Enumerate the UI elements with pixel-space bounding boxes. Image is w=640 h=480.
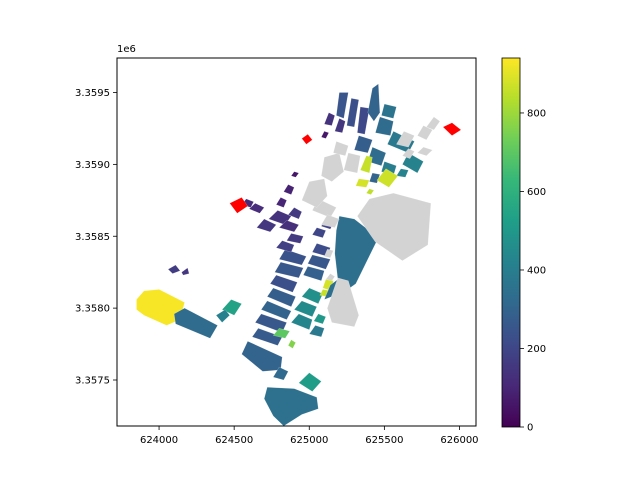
region-gray-8: [343, 152, 361, 174]
region-mid-blue-1: [274, 261, 304, 279]
region-gray-1: [356, 192, 432, 261]
colorbar: [502, 58, 520, 427]
region-south-small: [272, 366, 289, 381]
region-mid-purple-6: [248, 202, 265, 214]
region-gray-9: [332, 141, 349, 157]
region-red-2: [301, 133, 313, 145]
region-central-teal-4: [308, 325, 325, 338]
region-mid-blue-2: [278, 248, 307, 266]
colorbar-tick-label: 400: [527, 265, 546, 276]
region-mid-purple-9: [275, 197, 288, 208]
x-tick-label: 624000: [140, 435, 178, 446]
region-mid-purple-4: [268, 210, 292, 226]
region-north-15: [369, 172, 381, 184]
x-tick-label: 625000: [290, 435, 328, 446]
region-dark-small-1: [290, 171, 300, 178]
region-central-sw-3: [260, 300, 292, 320]
region-north-11: [320, 130, 330, 139]
region-south-block-1: [241, 340, 283, 372]
region-north-4: [367, 83, 381, 122]
region-central-green-2: [287, 339, 297, 349]
map-layer: [136, 83, 462, 426]
region-north-yellow-green-4: [365, 188, 375, 195]
y-tick-label: 3.3575: [75, 376, 110, 387]
axes-frame: [116, 57, 477, 427]
region-gray-6: [301, 178, 328, 208]
region-central-sw-5: [269, 274, 298, 293]
region-south-block-2: [263, 386, 319, 426]
y-tick-label: 3.3585: [75, 232, 110, 243]
region-gray-2: [327, 277, 360, 328]
region-gray-11: [417, 125, 433, 141]
x-axis: 624000 624500 625000 625500 626000: [140, 426, 479, 446]
region-gray-7: [321, 152, 345, 182]
colorbar-tick-label: 800: [527, 108, 546, 119]
region-gray-14: [320, 214, 340, 228]
x-tick-label: 624500: [215, 435, 253, 446]
region-central-teal-3: [301, 287, 324, 305]
region-west-small-1: [167, 264, 181, 274]
region-mid-purple-8: [287, 207, 303, 220]
region-mid-blue-3: [302, 266, 325, 282]
y-axis: 3.3575 3.3580 3.3585 3.3590 3.3595: [75, 88, 117, 387]
y-tick-label: 3.3580: [75, 304, 110, 315]
colorbar-tick-label: 600: [527, 187, 546, 198]
region-gray-13: [416, 146, 433, 157]
y-tick-label: 3.3590: [75, 160, 110, 171]
region-mid-purple-3: [256, 218, 277, 233]
y-offset-label: 1e6: [117, 44, 136, 55]
colorbar-axis: 0 200 400 600 800: [520, 108, 546, 434]
region-mid-west-teal: [215, 309, 231, 323]
region-north-12: [353, 135, 373, 154]
region-north-yellow-green: [359, 155, 373, 174]
region-west-small-2: [181, 267, 190, 276]
y-tick-label: 3.3595: [75, 88, 110, 99]
region-central-teal-1: [290, 313, 313, 331]
region-central-sw-4: [266, 287, 297, 308]
region-north-8: [381, 103, 397, 119]
region-north-13: [367, 146, 387, 167]
region-central-sw-2: [254, 313, 288, 333]
x-tick-label: 626000: [440, 435, 478, 446]
region-north-3: [357, 106, 370, 135]
region-central-cyan: [313, 313, 327, 325]
colorbar-tick-label: 0: [527, 423, 533, 434]
region-north-yellow-green-3: [355, 178, 370, 188]
region-north-5: [375, 116, 394, 136]
region-gray-4: [323, 248, 334, 259]
region-north-10: [323, 112, 336, 126]
region-north-yellow-green-2: [376, 168, 399, 188]
region-central-green: [272, 328, 291, 339]
region-central-teal-2: [293, 300, 318, 318]
region-mid-purple-2: [286, 233, 304, 244]
region-mid-purple-10: [283, 184, 295, 195]
region-north-9: [334, 118, 346, 134]
colorbar-tick-label: 200: [527, 344, 546, 355]
region-gray-10: [396, 130, 415, 148]
region-gray-3: [325, 273, 336, 282]
region-red-3: [442, 122, 462, 136]
region-mid-blue-4: [307, 254, 331, 270]
region-mid-purple-11: [311, 227, 327, 238]
region-south-teal: [298, 372, 322, 392]
region-north-16: [395, 168, 409, 178]
region-red-1: [229, 197, 249, 214]
region-north-2: [346, 98, 360, 128]
colorbar-frame: [501, 57, 521, 428]
x-tick-label: 625500: [365, 435, 403, 446]
region-mid-purple-5: [278, 220, 300, 233]
region-gray-12: [426, 116, 441, 131]
region-mid-purple-1: [275, 240, 295, 253]
region-gray-15: [401, 148, 415, 159]
region-west-strip: [173, 307, 218, 339]
region-mid-west-green: [221, 299, 243, 316]
region-north-1: [336, 92, 349, 119]
